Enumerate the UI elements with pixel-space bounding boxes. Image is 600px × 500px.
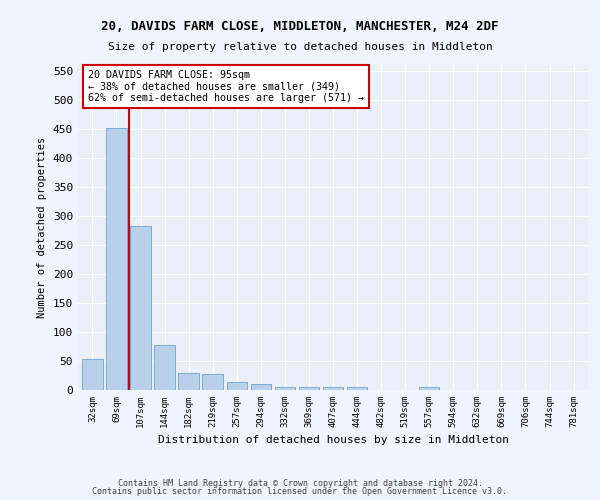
Bar [82,359,103,390]
Y-axis label: Number of detached properties: Number of detached properties [37,137,47,318]
Bar [130,226,151,390]
Text: Contains public sector information licensed under the Open Government Licence v3: Contains public sector information licen… [92,487,508,496]
Bar [154,344,175,390]
Text: Contains HM Land Registry data © Crown copyright and database right 2024.: Contains HM Land Registry data © Crown c… [118,478,482,488]
Bar [202,374,223,390]
Bar [106,128,127,390]
Bar [251,384,271,390]
Text: 20 DAVIDS FARM CLOSE: 95sqm
← 38% of detached houses are smaller (349)
62% of se: 20 DAVIDS FARM CLOSE: 95sqm ← 38% of det… [88,70,364,103]
Bar [323,386,343,390]
Bar [419,387,439,390]
Text: 20, DAVIDS FARM CLOSE, MIDDLETON, MANCHESTER, M24 2DF: 20, DAVIDS FARM CLOSE, MIDDLETON, MANCHE… [101,20,499,33]
Bar [275,387,295,390]
Bar [299,387,319,390]
Text: Size of property relative to detached houses in Middleton: Size of property relative to detached ho… [107,42,493,52]
X-axis label: Distribution of detached houses by size in Middleton: Distribution of detached houses by size … [157,436,509,446]
Bar [347,387,367,390]
Bar [227,382,247,390]
Bar [178,372,199,390]
